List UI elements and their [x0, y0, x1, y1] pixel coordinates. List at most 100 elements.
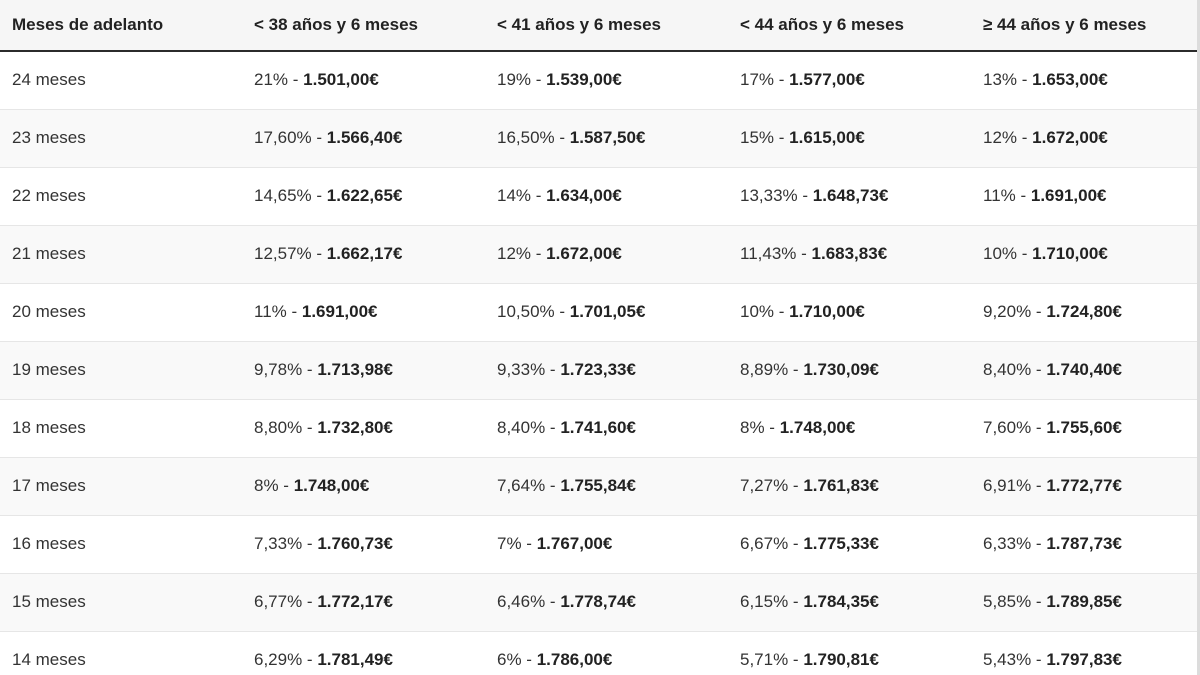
separator: -: [774, 70, 790, 90]
separator: -: [774, 302, 790, 321]
table-cell: 11,43% - 1.683,83€: [728, 225, 971, 284]
table-cell: 5,43% - 1.797,83€: [971, 631, 1197, 675]
row-months-label: 21 meses: [0, 225, 242, 284]
table-row: 23 meses 17,60% - 1.566,40€ 16,50% - 1.587…: [0, 109, 1197, 168]
table-cell: 6,15% - 1.784,35€: [728, 573, 971, 632]
reduction-percent: 9,78%: [254, 360, 303, 379]
separator: -: [1031, 592, 1047, 611]
reduction-percent: 6,15%: [740, 592, 789, 611]
separator: -: [1031, 650, 1047, 669]
separator: -: [302, 534, 318, 553]
reduction-percent: 17%: [740, 70, 775, 90]
pension-amount: 1.724,80€: [1046, 302, 1122, 321]
table-body: 24 meses 21% - 1.501,00€ 19% - 1.539,00€ 17…: [0, 51, 1197, 675]
pension-amount: 1.741,60€: [560, 418, 636, 437]
pension-amount: 1.789,85€: [1046, 592, 1122, 611]
table-cell: 10,50% - 1.701,05€: [485, 283, 728, 342]
pension-amount: 1.767,00€: [536, 534, 613, 553]
table-row: 15 meses 6,77% - 1.772,17€ 6,46% - 1.778,7…: [0, 573, 1197, 632]
table-row: 17 meses 8% - 1.748,00€ 7,64% - 1.755,84€ 7…: [0, 457, 1197, 516]
separator: -: [302, 650, 318, 669]
table-cell: 6,33% - 1.787,73€: [971, 515, 1197, 574]
reduction-percent: 16,50%: [497, 128, 555, 147]
table-cell: 7,33% - 1.760,73€: [242, 515, 485, 574]
table-cell: 6,46% - 1.778,74€: [485, 573, 728, 632]
separator: -: [521, 650, 537, 669]
row-months-label: 19 meses: [0, 341, 242, 400]
row-months-label: 17 meses: [0, 457, 242, 516]
table-header: Meses de adelanto < 38 años y 6 meses < …: [0, 0, 1197, 52]
table-row: 16 meses 7,33% - 1.760,73€ 7% - 1.767,00€ 6…: [0, 515, 1197, 574]
reduction-percent: 7,60%: [983, 418, 1032, 437]
table-row: 20 meses 11% - 1.691,00€ 10,50% - 1.701,05…: [0, 283, 1197, 342]
reduction-percent: 6,77%: [254, 592, 303, 611]
separator: -: [545, 360, 561, 379]
pension-amount: 1.775,33€: [803, 534, 879, 553]
pension-amount: 1.587,50€: [569, 128, 646, 147]
row-months-label: 14 meses: [0, 631, 242, 675]
reduction-percent: 5,71%: [740, 650, 789, 669]
table-cell: 11% - 1.691,00€: [971, 167, 1197, 226]
pension-amount: 1.701,05€: [569, 302, 646, 321]
pension-amount: 1.797,83€: [1046, 650, 1122, 669]
pension-amount: 1.691,00€: [301, 302, 378, 321]
pension-amount: 1.683,83€: [811, 244, 888, 263]
pension-amount: 1.634,00€: [546, 186, 622, 205]
reduction-percent: 17,60%: [254, 128, 312, 147]
reduction-percent: 7,64%: [497, 476, 546, 495]
pension-amount: 1.755,60€: [1046, 418, 1122, 437]
pension-amount: 1.501,00€: [303, 70, 379, 90]
row-months-label: 24 meses: [0, 51, 242, 110]
separator: -: [545, 418, 561, 437]
separator: -: [531, 186, 547, 205]
pension-amount: 1.781,49€: [317, 650, 393, 669]
table-cell: 8,80% - 1.732,80€: [242, 399, 485, 458]
separator: -: [302, 360, 318, 379]
table-cell: 7,27% - 1.761,83€: [728, 457, 971, 516]
reduction-percent: 12%: [983, 128, 1018, 147]
table-cell: 8,40% - 1.741,60€: [485, 399, 728, 458]
reduction-percent: 13,33%: [740, 186, 798, 205]
reduction-percent: 12,57%: [254, 244, 312, 263]
separator: -: [311, 186, 327, 205]
reduction-percent: 6,46%: [497, 592, 546, 611]
separator: -: [1031, 476, 1047, 495]
pension-amount: 1.786,00€: [536, 650, 613, 669]
pension-amount: 1.615,00€: [789, 128, 865, 147]
reduction-percent: 7,27%: [740, 476, 789, 495]
pension-amount: 1.748,00€: [779, 418, 856, 437]
reduction-percent: 5,85%: [983, 592, 1032, 611]
pension-amount: 1.732,80€: [317, 418, 393, 437]
separator: -: [764, 418, 780, 437]
pension-amount: 1.760,73€: [317, 534, 393, 553]
reduction-percent: 7%: [497, 534, 522, 553]
header-row: Meses de adelanto < 38 años y 6 meses < …: [0, 0, 1197, 52]
table-cell: 19% - 1.539,00€: [485, 51, 728, 110]
table-row: 22 meses 14,65% - 1.622,65€ 14% - 1.634,00…: [0, 167, 1197, 226]
separator: -: [1031, 302, 1047, 321]
pension-amount: 1.761,83€: [803, 476, 879, 495]
separator: -: [1031, 534, 1047, 553]
pension-amount: 1.778,74€: [560, 592, 636, 611]
separator: -: [545, 476, 561, 495]
reduction-percent: 8%: [740, 418, 765, 437]
reduction-percent: 6,33%: [983, 534, 1032, 553]
reduction-percent: 15%: [740, 128, 775, 147]
table-cell: 12% - 1.672,00€: [485, 225, 728, 284]
table-cell: 6,29% - 1.781,49€: [242, 631, 485, 675]
reduction-percent: 9,33%: [497, 360, 546, 379]
row-months-label: 18 meses: [0, 399, 242, 458]
table-cell: 21% - 1.501,00€: [242, 51, 485, 110]
separator: -: [796, 244, 812, 263]
reduction-percent: 11,43%: [740, 244, 797, 263]
table-cell: 15% - 1.615,00€: [728, 109, 971, 168]
pension-amount: 1.713,98€: [317, 360, 393, 379]
table-cell: 8,40% - 1.740,40€: [971, 341, 1197, 400]
table-cell: 8% - 1.748,00€: [242, 457, 485, 516]
row-months-label: 23 meses: [0, 109, 242, 168]
pension-amount: 1.648,73€: [812, 186, 889, 205]
table-cell: 13% - 1.653,00€: [971, 51, 1197, 110]
table-cell: 14,65% - 1.622,65€: [242, 167, 485, 226]
reduction-percent: 19%: [497, 70, 532, 90]
